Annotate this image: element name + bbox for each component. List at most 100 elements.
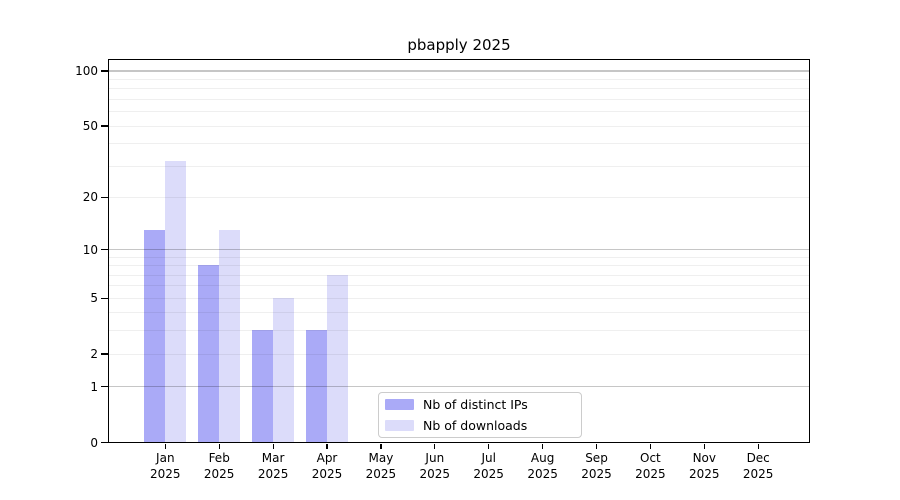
x-tick: [164, 443, 166, 449]
x-tick-label: Dec 2025: [723, 451, 793, 482]
gridline-minor: [109, 196, 809, 198]
x-tick-year: 2025: [635, 466, 666, 481]
x-tick: [380, 443, 382, 449]
x-tick-label: Sep 2025: [562, 451, 632, 482]
y-tick: [101, 441, 108, 444]
x-tick-month: Jan: [156, 451, 175, 465]
x-tick: [649, 443, 652, 449]
x-tick-year: 2025: [203, 466, 235, 481]
gridline-minor: [109, 256, 809, 258]
x-tick-year: 2025: [150, 466, 181, 481]
x-tick: [595, 443, 598, 449]
gridline-major: [109, 70, 809, 72]
gridline-minor: [109, 165, 809, 167]
plot-area: [108, 59, 810, 443]
x-tick-year: 2025: [742, 466, 774, 481]
bar-distinct-ips: [305, 330, 327, 442]
gridline-minor: [109, 297, 809, 299]
chart-title: pbapply 2025: [407, 36, 511, 54]
x-tick-month: Oct: [640, 451, 661, 465]
bar-distinct-ips: [197, 265, 219, 442]
gridline-minor: [109, 143, 809, 145]
x-tick: [488, 443, 490, 449]
x-tick-year: 2025: [527, 466, 558, 481]
y-tick: [101, 196, 108, 199]
x-tick-label: Mar 2025: [238, 451, 308, 482]
gridline-minor: [109, 265, 809, 267]
legend-item: Nb of distinct IPs: [385, 395, 581, 414]
legend-swatch-distinct-ips: [385, 399, 414, 410]
y-tick: [101, 353, 108, 355]
y-tick-label: 50: [82, 119, 98, 134]
legend: Nb of distinct IPs Nb of downloads: [378, 392, 582, 438]
x-tick-label: Aug 2025: [508, 451, 578, 482]
x-tick-label: Apr 2025: [292, 451, 362, 482]
x-tick-month: Aug: [530, 451, 555, 465]
x-tick-year: 2025: [257, 466, 289, 481]
x-tick-month: Mar: [261, 451, 285, 465]
bar-downloads: [326, 274, 348, 442]
y-tick: [101, 125, 108, 127]
legend-label: Nb of distinct IPs: [423, 397, 528, 412]
legend-swatch-downloads: [385, 420, 414, 431]
y-tick-label: 1: [90, 379, 98, 394]
x-tick-year: 2025: [581, 466, 612, 481]
bar-downloads: [272, 297, 294, 442]
y-tick-label: 0: [90, 435, 98, 450]
x-tick: [272, 443, 274, 449]
x-tick-label: Jul 2025: [454, 451, 524, 482]
y-tick-label: 10: [82, 242, 98, 257]
x-tick-month: Apr: [316, 451, 338, 465]
x-tick: [434, 443, 436, 449]
gridline-minor: [109, 125, 809, 127]
bar-downloads: [164, 160, 186, 442]
x-tick: [326, 443, 328, 449]
x-tick-label: Feb 2025: [184, 451, 254, 482]
legend-item: Nb of downloads: [385, 416, 581, 435]
y-tick: [101, 70, 108, 72]
gridline-minor: [109, 88, 809, 90]
legend-label: Nb of downloads: [423, 418, 528, 433]
x-tick-month: Nov: [692, 451, 716, 465]
x-tick-year: 2025: [365, 466, 397, 481]
x-tick-month: Feb: [208, 451, 230, 465]
x-tick-month: Sep: [585, 451, 608, 465]
gridline-minor: [109, 312, 809, 314]
gridline-major: [109, 248, 809, 251]
y-tick: [101, 248, 108, 251]
x-tick-year: 2025: [473, 466, 504, 481]
x-tick-month: Jul: [481, 451, 496, 465]
x-tick-label: Nov 2025: [669, 451, 739, 482]
x-tick-year: 2025: [311, 466, 343, 481]
gridline-minor: [109, 330, 809, 332]
bar-distinct-ips: [251, 330, 273, 442]
x-tick-label: May 2025: [346, 451, 416, 482]
gridline-minor: [109, 111, 809, 113]
x-tick: [757, 443, 759, 449]
x-tick-label: Oct 2025: [615, 451, 685, 482]
y-tick: [101, 297, 108, 299]
x-tick: [542, 443, 544, 449]
gridline-minor: [109, 98, 809, 100]
gridline-minor: [109, 353, 809, 355]
gridline-minor: [109, 274, 809, 276]
y-tick-label: 20: [82, 190, 98, 205]
x-tick-year: 2025: [689, 466, 720, 481]
bar-distinct-ips: [143, 229, 165, 442]
x-tick-year: 2025: [419, 466, 451, 481]
y-tick-label: 5: [90, 291, 98, 306]
bar-downloads: [218, 229, 240, 442]
y-tick: [101, 386, 108, 388]
x-tick-month: Jun: [425, 451, 445, 465]
gridline-major: [109, 386, 809, 388]
gridline-minor: [109, 285, 809, 287]
gridline-minor: [109, 78, 809, 80]
x-tick: [703, 443, 705, 449]
x-tick-label: Jan 2025: [130, 451, 200, 482]
y-tick-label: 2: [90, 347, 98, 362]
x-tick-month: Dec: [746, 451, 770, 465]
y-tick-label: 100: [75, 64, 98, 79]
x-tick: [218, 443, 220, 449]
x-tick-label: Jun 2025: [400, 451, 470, 482]
